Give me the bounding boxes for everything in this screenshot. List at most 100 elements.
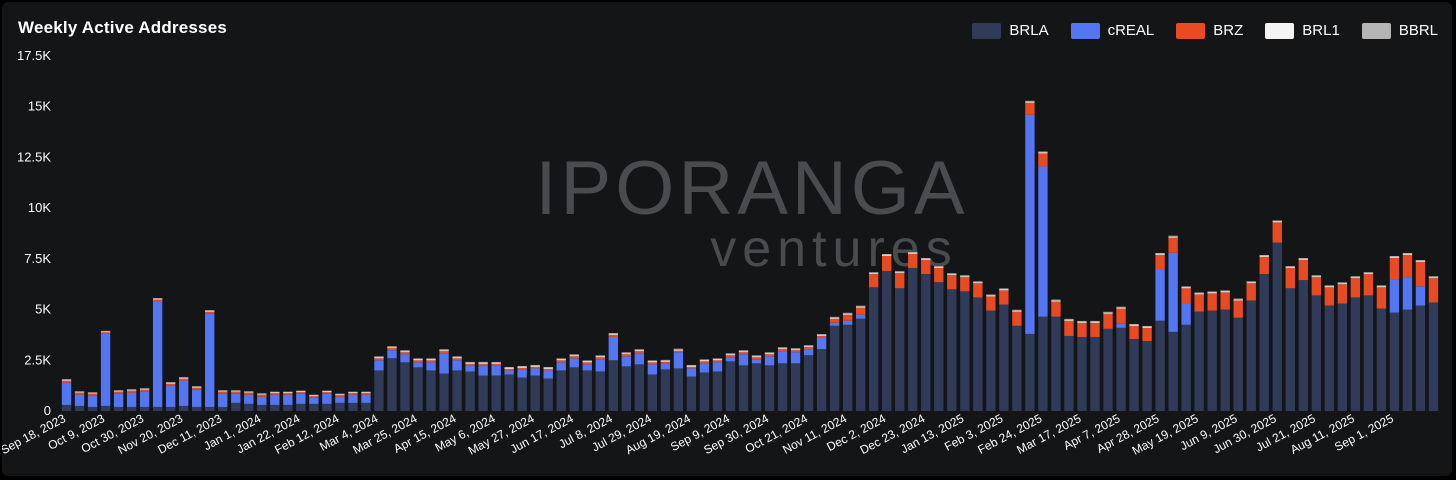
bar-segment-bbrl[interactable] bbox=[1350, 276, 1361, 278]
bar-segment-brla[interactable] bbox=[1363, 295, 1374, 411]
bar-segment-brl1[interactable] bbox=[1285, 267, 1295, 268]
bar-segment-brz[interactable] bbox=[465, 363, 475, 366]
bar-segment-brl1[interactable] bbox=[1129, 324, 1139, 326]
bar-segment-bbrl[interactable] bbox=[1194, 292, 1204, 294]
bar-segment-brl1[interactable] bbox=[87, 393, 98, 394]
bar-segment-bbrl[interactable] bbox=[725, 353, 736, 355]
bar-segment-bbrl[interactable] bbox=[192, 386, 202, 388]
bar-segment-brla[interactable] bbox=[868, 287, 879, 411]
bar-segment-brz[interactable] bbox=[816, 335, 827, 338]
bar-segment-bbrl[interactable] bbox=[1337, 282, 1348, 284]
bar-segment-brl1[interactable] bbox=[348, 392, 358, 394]
bar-segment-creal[interactable] bbox=[699, 363, 710, 373]
bar-segment-creal[interactable] bbox=[205, 313, 215, 407]
bar-segment-brz[interactable] bbox=[439, 351, 449, 354]
bar-segment-brz[interactable] bbox=[777, 349, 788, 352]
bar-segment-brla[interactable] bbox=[1194, 311, 1204, 411]
bar-segment-brz[interactable] bbox=[309, 396, 319, 398]
bar-segment-creal[interactable] bbox=[738, 354, 749, 366]
bar-segment-brz[interactable] bbox=[986, 296, 996, 311]
bar-segment-brl1[interactable] bbox=[205, 310, 215, 312]
bar-segment-brla[interactable] bbox=[764, 365, 775, 411]
bar-segment-brla[interactable] bbox=[699, 372, 710, 411]
bar-segment-brl1[interactable] bbox=[1090, 321, 1100, 323]
bar-segment-bbrl[interactable] bbox=[1259, 255, 1269, 257]
bar-segment-brla[interactable] bbox=[413, 367, 423, 411]
bar-segment-bbrl[interactable] bbox=[1038, 151, 1048, 153]
bar-segment-brz[interactable] bbox=[400, 352, 410, 355]
bar-segment-brla[interactable] bbox=[218, 406, 228, 411]
bar-segment-bbrl[interactable] bbox=[270, 391, 280, 393]
bar-segment-brl1[interactable] bbox=[908, 252, 918, 254]
bar-segment-brl1[interactable] bbox=[530, 365, 540, 367]
bar-segment-brla[interactable] bbox=[361, 402, 371, 411]
bar-segment-brz[interactable] bbox=[1350, 278, 1361, 298]
bar-segment-brla[interactable] bbox=[712, 371, 723, 411]
bar-segment-bbrl[interactable] bbox=[283, 391, 293, 393]
bar-segment-brl1[interactable] bbox=[934, 267, 944, 268]
bar-segment-bbrl[interactable] bbox=[556, 358, 566, 360]
bar-segment-brz[interactable] bbox=[1272, 222, 1282, 243]
bar-segment-brla[interactable] bbox=[504, 374, 514, 411]
bar-segment-bbrl[interactable] bbox=[1376, 285, 1387, 287]
bar-segment-creal[interactable] bbox=[777, 351, 788, 364]
bar-segment-brla[interactable] bbox=[1311, 295, 1321, 411]
bar-segment-brla[interactable] bbox=[374, 370, 384, 411]
bar-segment-bbrl[interactable] bbox=[426, 358, 436, 360]
bar-segment-brla[interactable] bbox=[895, 288, 905, 411]
bar-segment-bbrl[interactable] bbox=[921, 258, 931, 260]
bar-segment-creal[interactable] bbox=[673, 352, 684, 369]
legend-item-brla[interactable]: BRLA bbox=[972, 22, 1049, 39]
bar-segment-brz[interactable] bbox=[543, 368, 553, 371]
bar-segment-creal[interactable] bbox=[361, 394, 371, 403]
bar-segment-bbrl[interactable] bbox=[322, 390, 332, 392]
bar-segment-brl1[interactable] bbox=[504, 367, 514, 369]
bar-segment-brz[interactable] bbox=[113, 391, 124, 394]
bar-segment-brl1[interactable] bbox=[113, 391, 124, 392]
bar-segment-brz[interactable] bbox=[1155, 254, 1165, 269]
bar-segment-brl1[interactable] bbox=[231, 391, 241, 392]
bar-segment-bbrl[interactable] bbox=[712, 358, 723, 360]
bar-segment-creal[interactable] bbox=[152, 301, 163, 407]
bar-segment-creal[interactable] bbox=[504, 370, 514, 375]
bar-segment-bbrl[interactable] bbox=[1012, 309, 1022, 311]
bar-segment-brz[interactable] bbox=[556, 360, 566, 363]
bar-segment-creal[interactable] bbox=[1155, 269, 1165, 321]
bar-segment-bbrl[interactable] bbox=[777, 347, 788, 349]
bar-segment-brz[interactable] bbox=[1012, 311, 1022, 326]
bar-segment-creal[interactable] bbox=[543, 370, 553, 379]
bar-segment-brz[interactable] bbox=[829, 318, 840, 323]
bar-segment-brl1[interactable] bbox=[725, 354, 736, 356]
bar-segment-brla[interactable] bbox=[543, 378, 553, 411]
bar-segment-brl1[interactable] bbox=[595, 356, 605, 358]
bar-segment-brla[interactable] bbox=[829, 325, 840, 411]
bar-segment-brla[interactable] bbox=[296, 403, 306, 411]
bar-segment-bbrl[interactable] bbox=[1402, 252, 1413, 254]
bar-segment-brl1[interactable] bbox=[673, 349, 684, 351]
bar-segment-brz[interactable] bbox=[152, 299, 163, 302]
bar-segment-brla[interactable] bbox=[725, 361, 736, 411]
bar-segment-bbrl[interactable] bbox=[673, 348, 684, 350]
bar-segment-brz[interactable] bbox=[335, 395, 345, 397]
bar-segment-creal[interactable] bbox=[517, 369, 527, 378]
bar-segment-bbrl[interactable] bbox=[790, 348, 801, 350]
bar-segment-bbrl[interactable] bbox=[973, 281, 983, 283]
bar-segment-bbrl[interactable] bbox=[218, 390, 228, 392]
bar-segment-brl1[interactable] bbox=[1064, 319, 1074, 321]
bar-segment-brz[interactable] bbox=[608, 334, 618, 337]
bar-segment-brz[interactable] bbox=[491, 363, 501, 366]
bar-segment-brz[interactable] bbox=[999, 290, 1009, 305]
bar-segment-brz[interactable] bbox=[74, 392, 85, 395]
bar-segment-brla[interactable] bbox=[139, 406, 150, 411]
bar-segment-brla[interactable] bbox=[816, 349, 827, 411]
bar-segment-creal[interactable] bbox=[61, 382, 72, 405]
bar-segment-creal[interactable] bbox=[829, 322, 840, 326]
bar-segment-bbrl[interactable] bbox=[803, 345, 814, 347]
bar-segment-brla[interactable] bbox=[1064, 335, 1074, 411]
bar-segment-bbrl[interactable] bbox=[1025, 100, 1035, 102]
bar-segment-brla[interactable] bbox=[1207, 310, 1217, 411]
bar-segment-brl1[interactable] bbox=[152, 298, 163, 300]
bar-segment-bbrl[interactable] bbox=[178, 377, 189, 378]
bar-segment-brl1[interactable] bbox=[1246, 282, 1256, 284]
bar-segment-bbrl[interactable] bbox=[986, 294, 996, 296]
